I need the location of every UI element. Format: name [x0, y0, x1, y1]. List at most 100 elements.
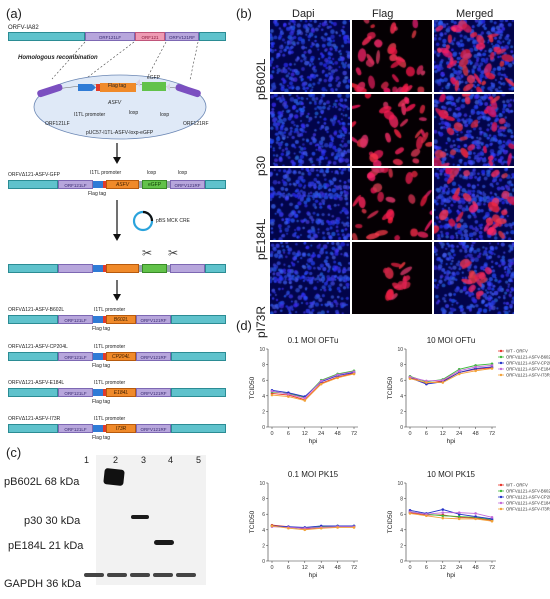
series-line — [271, 526, 354, 529]
construct1-name: ORFVΔ121-ASFV-GFP — [8, 172, 60, 178]
final-construct-promoter: I1TL promoter — [94, 307, 126, 313]
x-tick-label: 6 — [425, 565, 428, 571]
final-construct: ORFVΔ121-ASFV-CP204L I1TL promoter ORF12… — [8, 345, 238, 375]
series-line — [271, 372, 355, 401]
x-tick-label: 48 — [335, 431, 341, 437]
micrograph-image — [352, 94, 432, 166]
data-point — [457, 369, 461, 373]
legend-label: ORFVΔ121-ASFV-E184L — [506, 367, 550, 372]
series-line — [409, 509, 493, 520]
y-tick-label: 4 — [262, 528, 265, 534]
legend-label: WT - ORFV — [506, 349, 528, 354]
lane-number: 1 — [84, 455, 90, 465]
final-construct-promoter: I1TL promoter — [94, 416, 126, 422]
micrograph-image — [352, 242, 432, 314]
y-tick-label: 0 — [262, 425, 265, 431]
data-point — [270, 393, 274, 397]
x-axis-label: hpi — [447, 572, 456, 579]
y-axis-label: TCID50 — [387, 510, 394, 533]
x-tick-label: 0 — [408, 565, 411, 571]
final-construct-flag: Flag tag — [92, 326, 111, 332]
band-gapdh — [130, 573, 150, 577]
legend-label: ORFVΔ121-ASFV-I73R — [506, 507, 550, 512]
legend-marker — [499, 349, 503, 353]
data-point — [474, 512, 477, 515]
svg-text:✂: ✂ — [168, 246, 178, 260]
y-tick-label: 6 — [400, 512, 403, 518]
y-tick-label: 2 — [400, 543, 403, 549]
x-axis-label: hpi — [309, 572, 318, 579]
y-axis-label: TCID50 — [249, 376, 256, 399]
data-point — [441, 514, 445, 518]
data-point — [270, 389, 274, 393]
plasmid-itl-promoter: I1TL promoter — [74, 112, 106, 118]
column-header-merged: Merged — [456, 8, 494, 20]
micrograph-image — [352, 20, 432, 92]
construct1-track: ORF121LF ASFV eGFP ORFV121RF — [8, 180, 226, 189]
data-point — [441, 381, 445, 384]
data-point — [441, 508, 445, 511]
band-pE184L — [154, 540, 174, 545]
blot-label-pB602L: pB602L 68 kDa — [4, 476, 80, 488]
data-point — [425, 514, 428, 518]
y-tick-label: 8 — [400, 363, 403, 369]
micrograph-image — [270, 242, 350, 314]
final-construct-name: ORFVΔ121-ASFV-I73R — [8, 416, 61, 422]
orfv-segment: ORF121LF — [85, 32, 135, 41]
x-tick-label: 72 — [489, 565, 495, 571]
homologous-recombination-label: Homologous recombination — [18, 55, 98, 61]
data-point — [336, 526, 339, 529]
series-line — [409, 364, 493, 382]
panel-b-label: (b) — [236, 6, 252, 21]
data-point — [457, 517, 461, 521]
data-point — [441, 511, 445, 514]
y-tick-label: 6 — [262, 378, 265, 384]
series-line — [271, 371, 355, 399]
y-tick-label: 10 — [397, 347, 403, 353]
plasmid-loxp1: loxp — [129, 110, 139, 116]
legend-marker — [499, 489, 503, 493]
micrograph-image — [434, 20, 514, 92]
y-tick-label: 0 — [262, 559, 265, 565]
row-label: pB602L — [254, 58, 268, 100]
blot-label-p30: p30 30 kDa — [24, 515, 81, 527]
row-label: pE184L — [254, 218, 268, 260]
data-point — [490, 364, 494, 367]
x-tick-label: 12 — [302, 565, 308, 571]
x-tick-label: 6 — [425, 431, 428, 437]
data-point — [408, 377, 412, 380]
y-tick-label: 2 — [262, 543, 265, 549]
data-point — [352, 372, 356, 376]
legend-marker — [499, 495, 503, 499]
construct1-flag: Flag tag — [88, 191, 107, 197]
chart-title: 0.1 MOI OFTu — [288, 336, 339, 345]
y-tick-label: 2 — [262, 409, 265, 415]
legend-label: ORFVΔ121-ASFV-E184L — [506, 501, 550, 506]
series-line — [409, 366, 493, 385]
data-point — [457, 515, 461, 518]
legend-marker — [499, 361, 503, 365]
band-pB602L — [103, 467, 125, 487]
final-construct-promoter: I1TL promoter — [94, 344, 126, 350]
x-tick-label: 72 — [351, 431, 357, 437]
orfv-segment: ORF121 — [135, 32, 165, 41]
legend-marker — [499, 355, 503, 359]
band-gapdh — [153, 573, 173, 577]
legend-marker — [499, 373, 503, 377]
band-gapdh — [84, 573, 104, 577]
y-tick-label: 10 — [259, 347, 265, 353]
micrograph-image — [270, 94, 350, 166]
final-construct-gene: B602L — [106, 315, 136, 324]
y-tick-label: 6 — [262, 512, 265, 518]
cre-step-diagram — [113, 200, 154, 241]
final-construct: ORFVΔ121-ASFV-I73R I1TL promoter ORF121L… — [8, 417, 238, 447]
column-header-dapi: Dapi — [292, 8, 315, 20]
band-p30 — [131, 515, 149, 519]
legend-marker — [499, 367, 503, 371]
x-tick-label: 0 — [270, 431, 273, 437]
series-line — [271, 525, 354, 528]
orfv-segment: ORFV121RF — [165, 32, 199, 41]
data-point — [474, 365, 477, 369]
y-tick-label: 2 — [400, 409, 403, 415]
